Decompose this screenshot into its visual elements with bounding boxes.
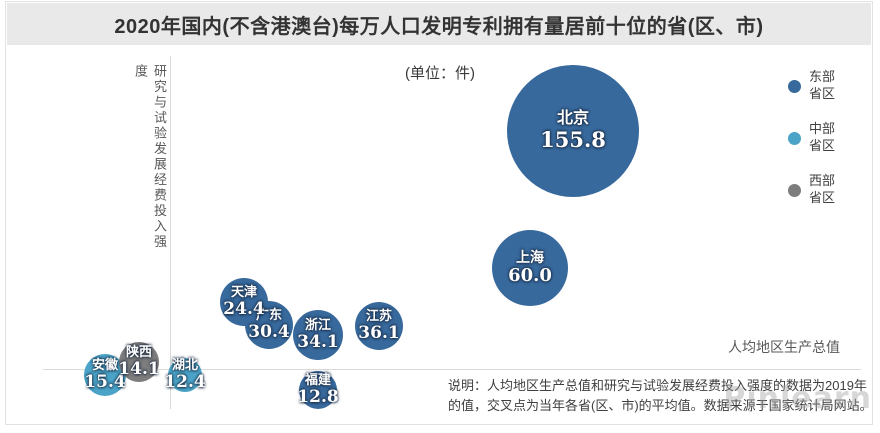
- bubble-shanghai: [492, 230, 568, 306]
- source-note: 说明：人均地区生产总值和研究与试验发展经费投入强度的数据为2019年的值，交叉点…: [448, 378, 873, 413]
- card-border: [5, 1, 873, 425]
- legend-label-central: 中部省区: [809, 121, 836, 153]
- legend-item-west: 西部省区: [788, 172, 868, 208]
- bubble-hubei: [168, 358, 202, 392]
- legend-item-central: 中部省区: [788, 120, 868, 156]
- legend-dot-west: [788, 183, 801, 197]
- x-axis-label: 人均地区生产总值: [728, 339, 840, 355]
- bubble-fujian: [299, 371, 337, 409]
- legend-item-east: 东部省区: [788, 68, 868, 104]
- legend-label-west: 西部省区: [809, 173, 836, 205]
- bubble-tianjin: [220, 278, 268, 326]
- title-bar: 2020年国内(不含港澳台)每万人口发明专利拥有量居前十位的省(区、市): [7, 3, 871, 45]
- legend-dot-east: [788, 79, 801, 93]
- bubble-shaanxi: [119, 342, 159, 382]
- legend-dot-central: [788, 131, 801, 145]
- y-axis-label: 研究与试验发展经费投入强度: [133, 64, 167, 250]
- page-title: 2020年国内(不含港澳台)每万人口发明专利拥有量居前十位的省(区、市): [114, 15, 764, 38]
- bubble-zhejiang: [293, 310, 343, 360]
- bubble-jiangsu: [355, 302, 403, 350]
- legend-label-east: 东部省区: [809, 69, 836, 101]
- x-axis-line: [43, 369, 861, 370]
- legend: 东部省区中部省区西部省区: [788, 68, 868, 224]
- bubble-beijing: [507, 65, 639, 197]
- watermark: Pinlearn: [723, 381, 872, 416]
- unit-label: (单位：件): [405, 65, 475, 82]
- y-axis-line: [170, 56, 171, 409]
